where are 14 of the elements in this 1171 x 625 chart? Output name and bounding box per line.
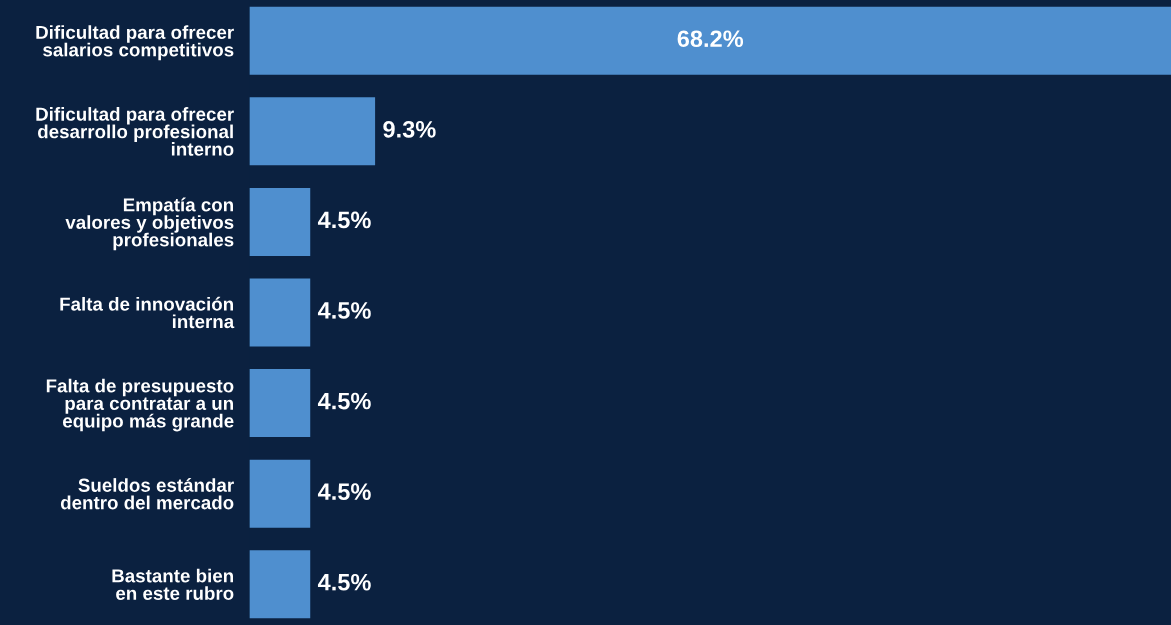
y-tick-label: Falta de innovación interna <box>60 296 235 329</box>
y-tick-label: Bastante bien en este rubro <box>112 568 234 600</box>
y-tick-label: Empatía con valores y objetivos profesionales <box>65 197 234 251</box>
y-tick-label: Falta de presupuesto para contratar a un equipo más grande <box>46 378 234 432</box>
y-tick-label: Sueldos estándar dentro del mercado <box>60 477 234 510</box>
y-tick-label: Dificultad para ofrecer salarios competitivos <box>36 25 234 61</box>
data-label: 4.5% <box>317 573 371 591</box>
data-label: 9.3% <box>383 120 436 138</box>
data-label: 68.2% <box>677 30 744 48</box>
data-label: 4.5% <box>317 302 371 319</box>
data-label: 4.5% <box>317 211 371 229</box>
data-label: 4.5% <box>317 483 371 500</box>
data-label: 4.5% <box>317 392 371 410</box>
y-tick-label: Dificultad para ofrecer desarrollo profesional interno <box>36 107 234 156</box>
